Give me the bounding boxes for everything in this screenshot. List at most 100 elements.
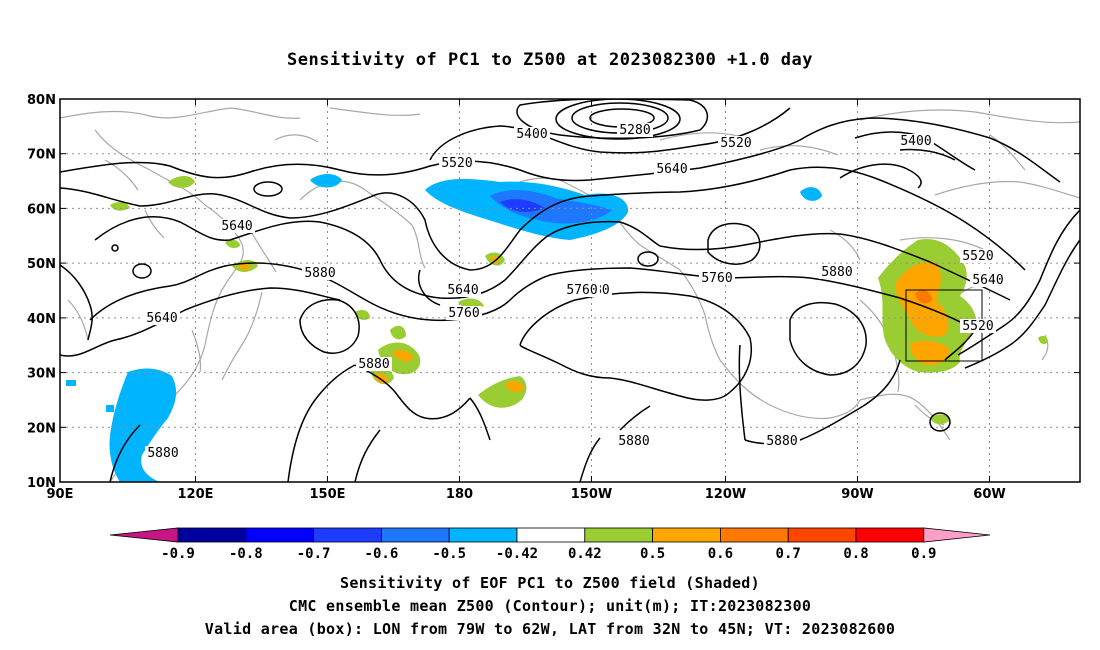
- contour-label-halo: [356, 357, 392, 371]
- contour-label-halo: [960, 319, 996, 333]
- colorbar-swatch: [516, 527, 586, 543]
- colorbar-tick-label: -0.42: [496, 546, 538, 562]
- colorbar-tick-label: 0.6: [708, 546, 733, 562]
- colorbar-tick-label: 0.7: [776, 546, 801, 562]
- negative-sensitivity-east-china-sea: [109, 368, 177, 482]
- map-axes: 90E 120E 150E 180 150W 120W 90W 60W 10N 20N 30N 40N…: [27, 93, 1080, 502]
- graticule: [60, 99, 1080, 482]
- contour-label: 5520: [441, 156, 472, 171]
- colorbar-swatch: [787, 527, 857, 543]
- positive-sensitivity-small: [168, 176, 195, 188]
- contour-label-halo: [144, 311, 180, 325]
- contour-label-halo: [898, 134, 934, 148]
- contour-label-halo: [514, 127, 550, 141]
- lon-tick-label: 90E: [47, 487, 74, 502]
- contour-label-halo: [699, 271, 735, 285]
- contour-label: 5520: [962, 319, 993, 334]
- contour-label: 5280: [619, 123, 650, 138]
- colorbar: -0.9 -0.8 -0.7 -0.6 -0.5 -0.42 0.42 0.5 0.6 0.7 0.…: [109, 527, 991, 562]
- lon-tick-label: 120E: [177, 487, 213, 502]
- contour-label-halo: [439, 156, 475, 170]
- positive-sensitivity-atlantic-core-2: [910, 340, 950, 366]
- colorbar-swatch: [380, 527, 450, 543]
- contour-labels: 5400 5280 5520 5640 5400 5520 5640 5640 5880 5520…: [144, 123, 1006, 461]
- negative-sensitivity-small-1: [310, 174, 342, 188]
- contour-label-halo: [446, 306, 482, 320]
- negative-sensitivity-small-2: [800, 187, 822, 201]
- positive-sensitivity-small: [390, 325, 406, 340]
- colorbar-over-arrow: [923, 527, 991, 543]
- positive-sensitivity-atlantic-max: [915, 289, 932, 304]
- lon-tick-label: 60W: [973, 487, 1005, 502]
- positive-sensitivity-small: [238, 263, 250, 271]
- positive-sensitivity-pacific-2-core: [374, 373, 388, 384]
- lon-tick-label: 120W: [705, 487, 746, 502]
- lat-tick-label: 80N: [27, 93, 56, 108]
- positive-sensitivity-small: [225, 239, 240, 249]
- colorbar-tick-label: -0.6: [365, 546, 399, 562]
- contour-label-halo: [302, 266, 338, 280]
- contour-label-halo: [764, 434, 800, 448]
- contour-label: 5640: [972, 273, 1003, 288]
- colorbar-tick-label: -0.5: [432, 546, 466, 562]
- colorbar-tick-label: 0.5: [640, 546, 665, 562]
- lat-tick-label: 40N: [27, 312, 56, 327]
- colorbar-swatch: [720, 527, 789, 543]
- colorbar-swatch: [448, 527, 518, 543]
- positive-sensitivity-pacific-1-core: [392, 350, 414, 362]
- lon-tick-label: 150W: [571, 487, 612, 502]
- lat-tick-label: 20N: [27, 421, 56, 436]
- lat-tick-label: 30N: [27, 367, 56, 382]
- negative-sensitivity-speck: [106, 405, 114, 412]
- lon-tick-label: 180: [446, 487, 473, 502]
- sensitivity-shading: [66, 174, 1048, 482]
- lat-tick-label: 70N: [27, 148, 56, 163]
- contour-label-halo: [445, 283, 481, 297]
- positive-sensitivity-small: [930, 414, 950, 425]
- contour-label: 5880: [304, 266, 335, 281]
- colorbar-tick-label: 0.42: [568, 546, 602, 562]
- contour-label-halo: [718, 136, 754, 150]
- contour-label: 5520: [962, 249, 993, 264]
- contour-label: 5760: [701, 271, 732, 286]
- contour-label: 5880: [766, 434, 797, 449]
- colorbar-swatch: [855, 527, 925, 543]
- contour-label-halo: [219, 219, 255, 233]
- colorbar-swatch: [584, 527, 653, 543]
- contour-label-halo: [616, 434, 652, 448]
- contour-label-halo: [564, 283, 600, 297]
- lon-tick-label: 150E: [309, 487, 345, 502]
- contour-label-halo: [654, 162, 690, 176]
- contour-label: 5760: [448, 306, 479, 321]
- colorbar-tick-label: -0.8: [229, 546, 263, 562]
- contour-label-halo: [960, 249, 996, 263]
- contour-label: 5640: [656, 162, 687, 177]
- colorbar-tick-label: 0.8: [843, 546, 868, 562]
- colorbar-under-arrow: [109, 527, 179, 543]
- colorbar-swatch: [652, 527, 721, 543]
- colorbar-tick-label: -0.7: [297, 546, 331, 562]
- lon-tick-label: 90W: [841, 487, 873, 502]
- map-title: Sensitivity of PC1 to Z500 at 2023082300…: [286, 50, 813, 70]
- contour-label-halo: [145, 446, 181, 460]
- positive-sensitivity-pacific-3: [478, 376, 527, 408]
- contour-label-halo: [617, 123, 653, 137]
- lat-tick-label: 50N: [27, 257, 56, 272]
- contour-label: 5880: [821, 265, 852, 280]
- contour-label: 5640: [221, 219, 252, 234]
- colorbar-swatch: [177, 527, 247, 543]
- colorbar-swatch: [245, 527, 315, 543]
- colorbar-swatch: [313, 527, 382, 543]
- caption-line-2: CMC ensemble mean Z500 (Contour); unit(m…: [288, 597, 812, 615]
- lat-tick-label: 10N: [27, 476, 56, 491]
- contour-label: 5400: [516, 127, 547, 142]
- contour-label-halo: [819, 265, 855, 279]
- contour-label: 5880: [618, 434, 649, 449]
- contour-label: 5880: [147, 446, 178, 461]
- colorbar-tick-label: -0.9: [161, 546, 195, 562]
- contour-label: 5640: [146, 311, 177, 326]
- contour-label: 5520: [720, 136, 751, 151]
- positive-sensitivity-small: [1038, 335, 1048, 345]
- contour-label-halo: [970, 273, 1006, 287]
